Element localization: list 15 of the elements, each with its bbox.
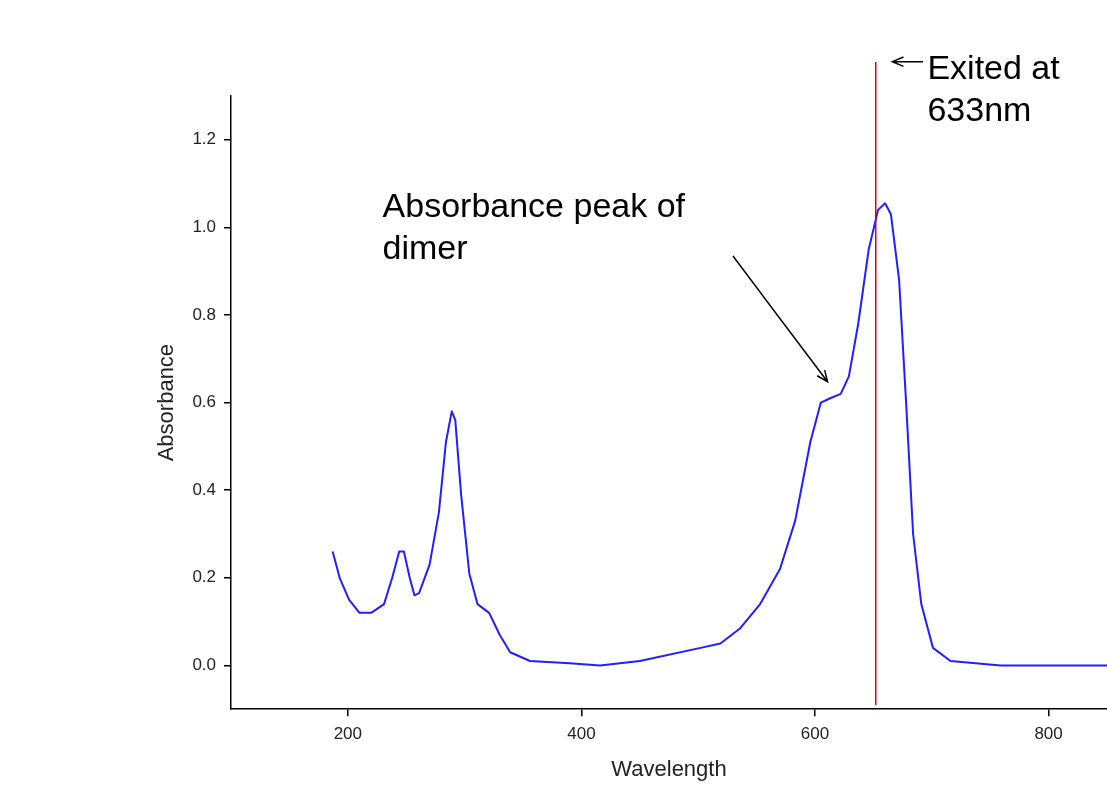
y-tick-label: 0.8 — [192, 304, 217, 324]
x-tick-label: 200 — [333, 724, 363, 744]
annotation: Absorbance peak of dimer — [382, 185, 686, 266]
y-tick-label: 0.4 — [192, 479, 217, 499]
x-tick-label: 800 — [1034, 724, 1063, 744]
y-tick-label: 0.0 — [192, 655, 217, 675]
y-tick-label: 0.6 — [192, 392, 217, 412]
y-tick-label: 0.2 — [192, 567, 217, 587]
x-axis-title: Wavelength — [611, 755, 727, 781]
y-axis-title: Absorbance — [153, 343, 179, 462]
x-tick-label: 600 — [800, 724, 830, 744]
y-tick-label: 1.2 — [192, 129, 217, 149]
y-tick-label: 1.0 — [192, 217, 217, 237]
annotation: Exited at 633nm — [927, 48, 1061, 129]
x-tick-label: 400 — [567, 724, 596, 744]
